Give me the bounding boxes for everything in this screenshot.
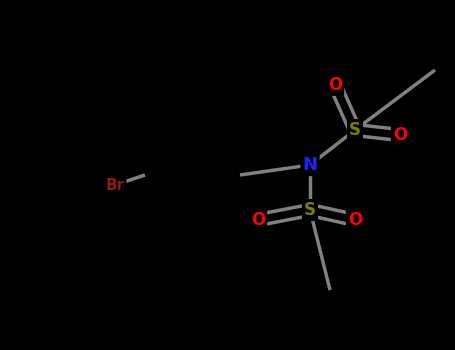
Text: O: O [328,76,342,94]
Text: N: N [303,156,318,174]
Text: O: O [348,211,362,229]
Text: O: O [251,211,265,229]
Text: Br: Br [106,177,125,192]
Text: S: S [304,201,316,219]
Text: S: S [349,121,361,139]
Text: O: O [393,126,407,144]
